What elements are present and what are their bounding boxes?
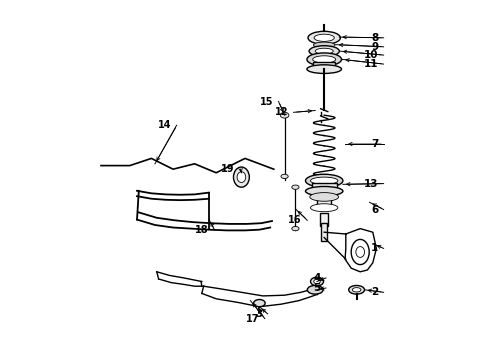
Ellipse shape <box>310 193 339 201</box>
Text: 15: 15 <box>260 96 273 107</box>
Ellipse shape <box>309 46 339 57</box>
Text: 11: 11 <box>364 59 378 69</box>
Ellipse shape <box>311 277 323 286</box>
Bar <box>313 62 335 69</box>
Ellipse shape <box>305 174 343 187</box>
Text: 19: 19 <box>221 164 235 174</box>
Text: 13: 13 <box>364 179 378 189</box>
Text: 2: 2 <box>371 287 378 297</box>
Text: 7: 7 <box>371 139 378 149</box>
Text: 4: 4 <box>313 273 320 283</box>
Ellipse shape <box>315 48 333 54</box>
Ellipse shape <box>349 285 365 294</box>
Ellipse shape <box>280 112 289 118</box>
Ellipse shape <box>254 300 265 307</box>
Ellipse shape <box>292 185 299 189</box>
Text: 9: 9 <box>371 42 378 52</box>
Ellipse shape <box>351 239 369 265</box>
Ellipse shape <box>307 285 323 294</box>
Ellipse shape <box>281 174 288 179</box>
Text: 8: 8 <box>371 33 378 43</box>
Text: 14: 14 <box>158 120 171 130</box>
Ellipse shape <box>307 53 342 66</box>
Bar <box>321 223 327 241</box>
Text: 5: 5 <box>313 283 320 293</box>
Text: 6: 6 <box>371 204 378 215</box>
Text: 18: 18 <box>196 225 209 235</box>
Text: 17: 17 <box>246 314 259 324</box>
Text: 12: 12 <box>275 107 288 117</box>
Text: 10: 10 <box>364 50 378 60</box>
Bar <box>317 197 331 208</box>
Ellipse shape <box>233 167 249 187</box>
Ellipse shape <box>237 172 245 183</box>
Ellipse shape <box>308 31 341 44</box>
Ellipse shape <box>314 42 335 48</box>
Ellipse shape <box>305 186 343 196</box>
Ellipse shape <box>292 226 299 231</box>
Ellipse shape <box>314 279 320 284</box>
Bar <box>320 213 328 226</box>
Ellipse shape <box>311 177 338 184</box>
Ellipse shape <box>307 65 342 73</box>
Bar <box>312 183 337 191</box>
Text: 1: 1 <box>371 243 378 253</box>
Ellipse shape <box>313 56 336 63</box>
Ellipse shape <box>314 34 334 41</box>
Ellipse shape <box>352 288 361 292</box>
Ellipse shape <box>311 204 338 212</box>
Ellipse shape <box>356 247 365 257</box>
Text: 16: 16 <box>289 215 302 225</box>
Text: 3: 3 <box>255 309 262 319</box>
